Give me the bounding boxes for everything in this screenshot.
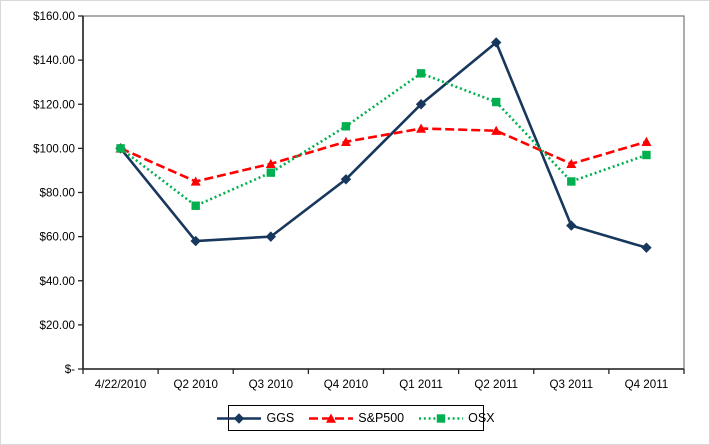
square-marker (642, 150, 651, 160)
x-axis-labels: 4/22/2010 Q2 2010 Q3 2010 Q4 2010 Q1 2011 Q2 … (95, 378, 668, 391)
x-tick-label: Q2 2011 (474, 378, 518, 391)
legend-sample-osx (419, 413, 464, 423)
triangle-marker (190, 176, 201, 186)
x-tick-label: Q2 2010 (173, 378, 217, 391)
square-marker (266, 168, 276, 177)
y-tick-label: $40.00 (40, 275, 75, 288)
legend-label-osx: OSX (468, 410, 495, 425)
diamond-marker (190, 235, 201, 247)
y-tick-label: $- (65, 363, 75, 376)
series-sp500 (115, 123, 652, 186)
series-ggs (115, 37, 652, 253)
legend-label-ggs: GGS (266, 410, 295, 425)
diamond-marker (566, 220, 577, 231)
diamond-marker (234, 412, 245, 424)
diamond-marker (490, 37, 502, 48)
square-marker (116, 144, 125, 153)
square-marker (436, 413, 446, 423)
diamond-marker (340, 174, 352, 185)
square-marker (567, 177, 576, 186)
y-tick-label: $120.00 (33, 98, 75, 111)
square-marker (341, 122, 351, 131)
legend-item-ggs: GGS (217, 412, 294, 425)
legend-sample-sp500 (309, 413, 354, 423)
y-tick-label: $60.00 (40, 231, 75, 244)
square-marker (191, 201, 200, 210)
series-osx (116, 69, 651, 210)
y-axis-labels: $160.00 $140.00 $120.00 $100.00 $80.00 $60.00… (33, 10, 83, 376)
triangle-marker (265, 158, 276, 169)
y-tick-label: $140.00 (33, 54, 75, 67)
triangle-marker (566, 158, 577, 169)
legend-item-osx: OSX (419, 410, 495, 425)
x-tick-label: 4/22/2010 (95, 378, 147, 391)
diamond-marker (641, 242, 652, 253)
square-marker (491, 97, 501, 107)
triangle-marker (340, 136, 351, 146)
square-marker (416, 69, 426, 78)
x-tick-label: Q4 2010 (324, 378, 368, 391)
x-tick-label: Q4 2011 (625, 378, 669, 391)
y-tick-label: $160.00 (33, 10, 75, 23)
x-axis-ticks (82, 369, 685, 374)
triangle-marker (416, 123, 427, 133)
series-line-sp500 (120, 127, 647, 183)
triangle-marker (491, 125, 502, 135)
triangle-marker (641, 136, 652, 146)
legend-label-sp500: S&P500 (358, 410, 405, 425)
x-tick-label: Q1 2011 (399, 378, 443, 391)
legend: GGS S&P500 OSX (217, 405, 495, 431)
series-line-ggs (119, 40, 647, 249)
plot-border (82, 15, 685, 370)
triangle-marker (326, 413, 337, 423)
series-line-osx (119, 71, 647, 208)
y-tick-label: $100.00 (33, 142, 75, 155)
x-tick-label: Q3 2011 (550, 378, 594, 391)
y-tick-label: $80.00 (40, 187, 75, 200)
legend-item-sp500: S&P500 (309, 412, 404, 425)
diamond-marker (265, 231, 277, 242)
legend-sample-ggs (217, 412, 262, 424)
x-tick-label: Q3 2010 (249, 378, 293, 391)
y-tick-label: $20.00 (40, 319, 75, 332)
diamond-marker (415, 99, 427, 110)
